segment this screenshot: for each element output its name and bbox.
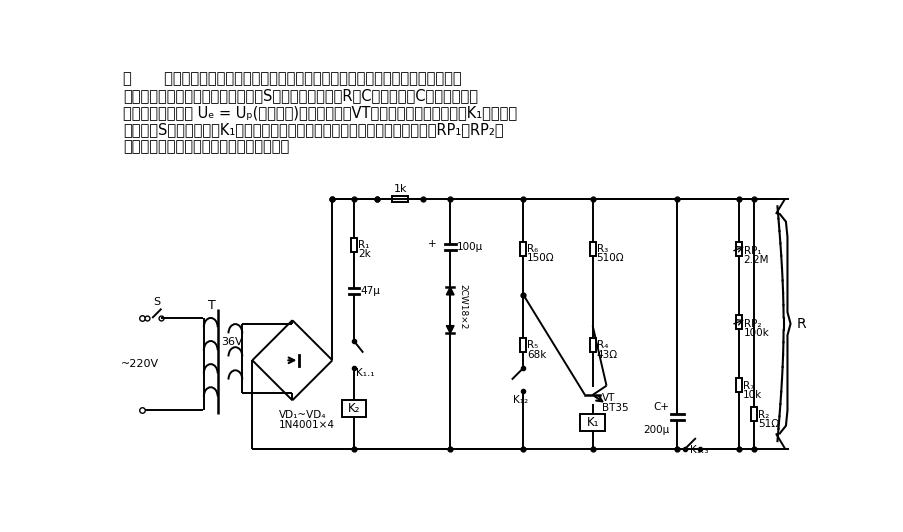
Text: 68k: 68k: [526, 350, 546, 360]
Bar: [520, 338, 526, 352]
Text: R₁: R₁: [358, 240, 368, 250]
Polygon shape: [446, 326, 453, 334]
Polygon shape: [446, 287, 453, 295]
Text: R₇: R₇: [742, 381, 753, 390]
Text: 36V: 36V: [220, 337, 242, 347]
Text: 可使这一时间在几秒钟到十几分钟内变化。: 可使这一时间在几秒钟到十几分钟内变化。: [123, 139, 289, 154]
Bar: [520, 242, 526, 255]
Text: RP₂: RP₂: [743, 319, 760, 329]
Text: 执行继电器三部分组成。当电源开关S闭合后，稳压电源R对C充电，电容C上的电压经过: 执行继电器三部分组成。当电源开关S闭合后，稳压电源R对C充电，电容C上的电压经过: [123, 88, 478, 104]
Text: T: T: [208, 298, 215, 312]
Bar: [735, 242, 741, 255]
Text: 150Ω: 150Ω: [526, 253, 554, 263]
Text: K₁.₃: K₁.₃: [689, 445, 707, 455]
Text: ~220V: ~220V: [120, 359, 159, 369]
Text: VT: VT: [601, 393, 615, 403]
Text: R₄: R₄: [596, 340, 607, 350]
Text: 51Ω: 51Ω: [758, 419, 778, 429]
Bar: [580, 414, 604, 431]
Text: 1N4001×4: 1N4001×4: [278, 420, 334, 430]
Bar: [350, 238, 357, 252]
Text: 图       是一个由单结晶体管组成的时间继电器，它主要由直流稳压电路和定时电路及: 图 是一个由单结晶体管组成的时间继电器，它主要由直流稳压电路和定时电路及: [123, 71, 461, 87]
Text: 47μ: 47μ: [360, 286, 380, 296]
Text: 一定的时间后会使 Uₑ = Uₚ(峰値电压)，单结晶体管VT此时突然导通，使继电器K₁吸合。从: 一定的时间后会使 Uₑ = Uₚ(峰値电压)，单结晶体管VT此时突然导通，使继电…: [123, 105, 517, 120]
Text: R₃: R₃: [596, 244, 607, 254]
Text: 2CW18×2: 2CW18×2: [458, 284, 466, 329]
Text: RP₁: RP₁: [743, 246, 760, 255]
Text: BT35: BT35: [601, 403, 628, 413]
Text: 100k: 100k: [743, 328, 768, 338]
Bar: [392, 196, 407, 202]
Text: VD₁~VD₄: VD₁~VD₄: [278, 410, 326, 420]
Text: S: S: [154, 297, 160, 307]
Bar: [735, 315, 741, 329]
Bar: [589, 242, 595, 255]
Text: 43Ω: 43Ω: [596, 350, 617, 360]
Text: 10k: 10k: [742, 390, 761, 400]
Text: R₂: R₂: [758, 410, 768, 420]
Text: K₁₂: K₁₂: [512, 395, 527, 405]
Text: R: R: [796, 317, 805, 331]
Text: 100μ: 100μ: [457, 242, 483, 252]
Text: 1k: 1k: [393, 184, 406, 194]
Text: K₁: K₁: [586, 416, 599, 429]
Bar: [589, 338, 595, 352]
Text: 510Ω: 510Ω: [596, 253, 623, 263]
Text: +: +: [427, 239, 436, 249]
Text: 2k: 2k: [358, 250, 370, 260]
Bar: [341, 401, 366, 417]
Bar: [735, 378, 741, 392]
Text: C+: C+: [653, 402, 669, 412]
Text: K₁.₁: K₁.₁: [356, 368, 375, 378]
Text: K₂: K₂: [348, 402, 359, 415]
Text: 2.2M: 2.2M: [743, 255, 768, 265]
Text: R₅: R₅: [526, 340, 538, 350]
Text: 200μ: 200μ: [643, 425, 669, 435]
Text: 电源开关S闭合到继电器K₁吸合的这段时间就是继电器的延迟时间，调节电位器RP₁和RP₂，: 电源开关S闭合到继电器K₁吸合的这段时间就是继电器的延迟时间，调节电位器RP₁和…: [123, 122, 503, 137]
Text: R₆: R₆: [526, 244, 538, 254]
Bar: [750, 408, 757, 421]
